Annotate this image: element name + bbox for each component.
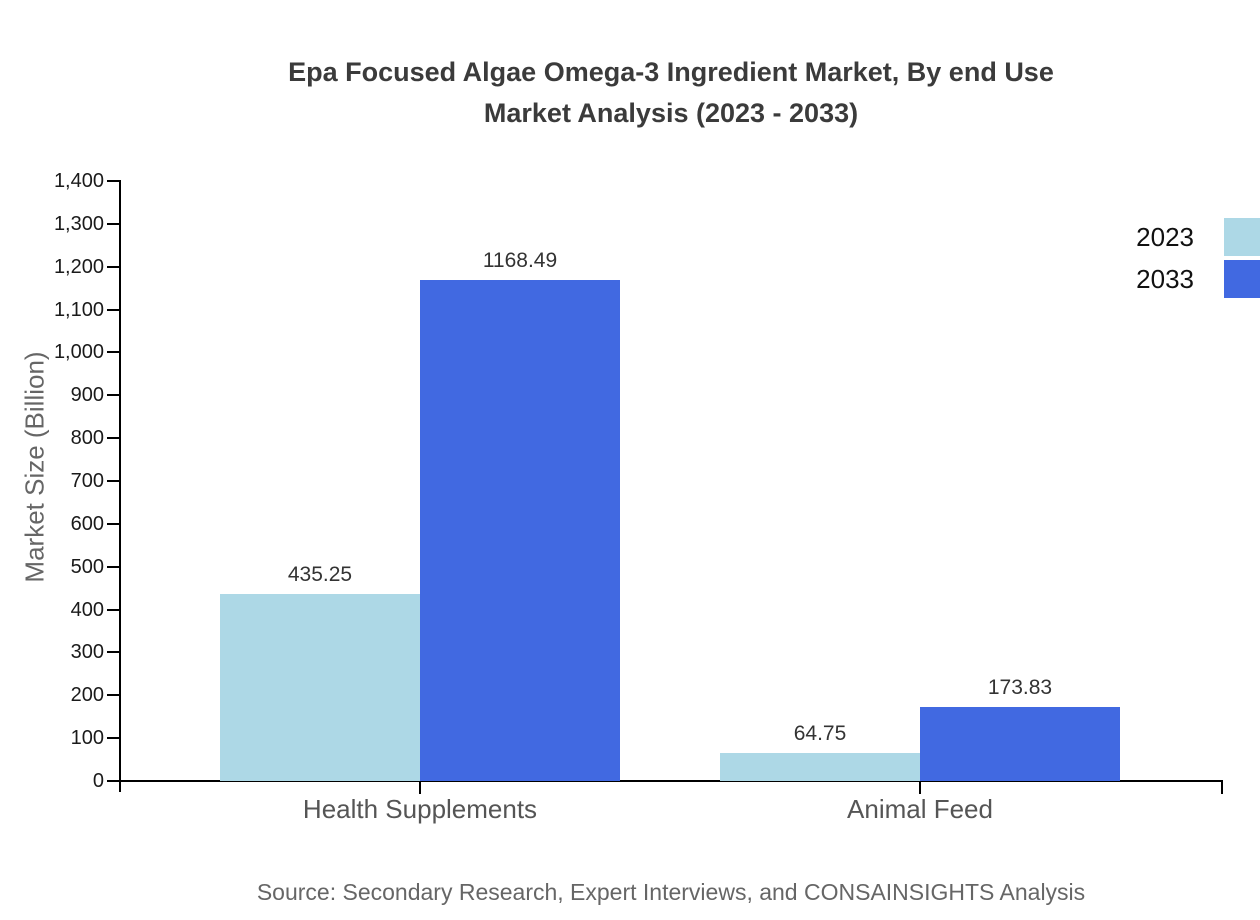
- x-category-label: Animal Feed: [847, 794, 993, 824]
- y-tick-label: 600: [70, 512, 104, 535]
- bar-2023-animal-feed: [720, 753, 920, 781]
- y-tick-label: 1,000: [53, 341, 104, 364]
- y-tick-label: 1,400: [53, 170, 104, 192]
- x-axis-end-tick: [1221, 782, 1223, 794]
- y-tick: [107, 308, 119, 311]
- y-tick: [107, 394, 119, 397]
- x-category-label: Health Supplements: [302, 794, 538, 824]
- y-tick-label: 500: [70, 555, 104, 578]
- y-tick-label: 100: [70, 727, 104, 750]
- y-tick-label: 1,100: [53, 298, 104, 321]
- x-axis-line: [119, 780, 1223, 782]
- y-tick: [107, 565, 119, 568]
- y-tick: [107, 780, 119, 782]
- y-tick: [107, 351, 119, 354]
- bar-value-label: 1168.49: [482, 249, 558, 272]
- y-tick: [107, 480, 119, 482]
- y-tick-label: 0: [92, 770, 104, 792]
- y-tick-label: 1,300: [53, 212, 104, 235]
- chart-title-line-1: Epa Focused Algae Omega-3 Ingredient Mar…: [288, 57, 1054, 87]
- y-tick-label: 1,200: [53, 255, 104, 278]
- y-tick: [107, 694, 119, 697]
- y-tick: [107, 522, 119, 525]
- bar-value-label: 64.75: [793, 722, 847, 745]
- y-tick: [107, 608, 119, 611]
- y-tick-label: 300: [70, 641, 104, 664]
- y-tick-label: 700: [70, 470, 104, 492]
- y-tick: [107, 222, 119, 225]
- y-tick: [107, 265, 119, 268]
- chart-title: Epa Focused Algae Omega-3 Ingredient Mar…: [120, 52, 1222, 134]
- y-tick-label: 800: [70, 427, 104, 450]
- y-axis-line: [119, 180, 121, 792]
- x-tick: [919, 782, 921, 794]
- x-tick: [419, 782, 421, 794]
- y-tick-label: 900: [70, 384, 104, 407]
- bar-2033-health-supplements: [420, 280, 620, 781]
- bar-2023-health-supplements: [220, 594, 420, 781]
- bar-value-label: 435.25: [287, 563, 353, 586]
- y-tick: [107, 180, 119, 182]
- y-tick: [107, 737, 119, 740]
- y-tick-label: 400: [70, 598, 104, 621]
- y-tick: [107, 651, 119, 654]
- y-tick-label: 200: [70, 684, 104, 707]
- chart-title-line-2: Market Analysis (2023 - 2033): [483, 98, 859, 128]
- source-note: Source: Secondary Research, Expert Inter…: [256, 879, 1086, 905]
- bar-2033-animal-feed: [920, 707, 1120, 781]
- bar-value-label: 173.83: [987, 676, 1053, 699]
- y-tick: [107, 437, 119, 440]
